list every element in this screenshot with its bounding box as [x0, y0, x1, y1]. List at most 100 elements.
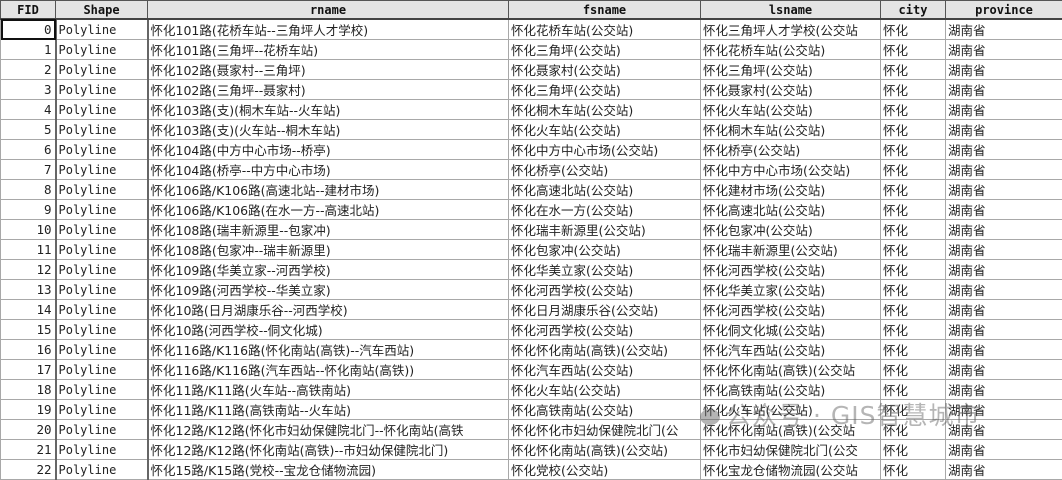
cell-fid[interactable]: 3: [1, 80, 56, 100]
cell-province[interactable]: 湖南省: [946, 200, 1062, 220]
cell-rname[interactable]: 怀化116路/K116路(汽车西站--怀化南站(高铁)): [148, 360, 509, 380]
cell-province[interactable]: 湖南省: [946, 180, 1062, 200]
cell-fsname[interactable]: 怀化高速北站(公交站): [509, 180, 701, 200]
cell-shape[interactable]: Polyline: [56, 60, 148, 80]
cell-city[interactable]: 怀化: [881, 400, 946, 420]
cell-lsname[interactable]: 怀化桥亭(公交站): [701, 140, 881, 160]
cell-lsname[interactable]: 怀化宝龙仓储物流园(公交站: [701, 460, 881, 480]
cell-lsname[interactable]: 怀化火车站(公交站): [701, 100, 881, 120]
cell-shape[interactable]: Polyline: [56, 400, 148, 420]
cell-fid[interactable]: 7: [1, 160, 56, 180]
cell-city[interactable]: 怀化: [881, 220, 946, 240]
cell-province[interactable]: 湖南省: [946, 380, 1062, 400]
cell-rname[interactable]: 怀化106路/K106路(高速北站--建材市场): [148, 180, 509, 200]
cell-lsname[interactable]: 怀化高速北站(公交站): [701, 200, 881, 220]
cell-fsname[interactable]: 怀化怀化市妇幼保健院北门(公: [509, 420, 701, 440]
cell-fid[interactable]: 10: [1, 220, 56, 240]
cell-shape[interactable]: Polyline: [56, 19, 148, 40]
cell-province[interactable]: 湖南省: [946, 460, 1062, 480]
cell-rname[interactable]: 怀化108路(瑞丰新源里--包家冲): [148, 220, 509, 240]
cell-shape[interactable]: Polyline: [56, 460, 148, 480]
cell-fsname[interactable]: 怀化三角坪(公交站): [509, 80, 701, 100]
cell-shape[interactable]: Polyline: [56, 280, 148, 300]
cell-city[interactable]: 怀化: [881, 340, 946, 360]
cell-shape[interactable]: Polyline: [56, 100, 148, 120]
cell-rname[interactable]: 怀化12路/K12路(怀化市妇幼保健院北门--怀化南站(高铁: [148, 420, 509, 440]
cell-city[interactable]: 怀化: [881, 40, 946, 60]
cell-city[interactable]: 怀化: [881, 280, 946, 300]
cell-province[interactable]: 湖南省: [946, 100, 1062, 120]
cell-province[interactable]: 湖南省: [946, 60, 1062, 80]
cell-fsname[interactable]: 怀化高铁南站(公交站): [509, 400, 701, 420]
cell-city[interactable]: 怀化: [881, 240, 946, 260]
cell-fid[interactable]: 15: [1, 320, 56, 340]
cell-city[interactable]: 怀化: [881, 200, 946, 220]
cell-shape[interactable]: Polyline: [56, 40, 148, 60]
cell-city[interactable]: 怀化: [881, 60, 946, 80]
cell-fsname[interactable]: 怀化花桥车站(公交站): [509, 19, 701, 40]
cell-shape[interactable]: Polyline: [56, 240, 148, 260]
cell-fid[interactable]: 5: [1, 120, 56, 140]
cell-province[interactable]: 湖南省: [946, 240, 1062, 260]
cell-fsname[interactable]: 怀化中方中心市场(公交站): [509, 140, 701, 160]
cell-fsname[interactable]: 怀化河西学校(公交站): [509, 320, 701, 340]
cell-rname[interactable]: 怀化103路(支)(火车站--桐木车站): [148, 120, 509, 140]
cell-fsname[interactable]: 怀化汽车西站(公交站): [509, 360, 701, 380]
cell-city[interactable]: 怀化: [881, 180, 946, 200]
cell-fsname[interactable]: 怀化火车站(公交站): [509, 120, 701, 140]
cell-city[interactable]: 怀化: [881, 360, 946, 380]
cell-lsname[interactable]: 怀化建材市场(公交站): [701, 180, 881, 200]
cell-fsname[interactable]: 怀化包家冲(公交站): [509, 240, 701, 260]
cell-fid[interactable]: 12: [1, 260, 56, 280]
cell-shape[interactable]: Polyline: [56, 200, 148, 220]
cell-province[interactable]: 湖南省: [946, 420, 1062, 440]
cell-city[interactable]: 怀化: [881, 320, 946, 340]
cell-shape[interactable]: Polyline: [56, 260, 148, 280]
cell-fsname[interactable]: 怀化瑞丰新源里(公交站): [509, 220, 701, 240]
cell-fid[interactable]: 16: [1, 340, 56, 360]
cell-fid[interactable]: 8: [1, 180, 56, 200]
cell-province[interactable]: 湖南省: [946, 80, 1062, 100]
cell-shape[interactable]: Polyline: [56, 340, 148, 360]
cell-lsname[interactable]: 怀化火车站(公交站): [701, 400, 881, 420]
cell-rname[interactable]: 怀化109路(华美立家--河西学校): [148, 260, 509, 280]
cell-province[interactable]: 湖南省: [946, 400, 1062, 420]
cell-fid[interactable]: 6: [1, 140, 56, 160]
cell-city[interactable]: 怀化: [881, 300, 946, 320]
column-header-city[interactable]: city: [881, 1, 946, 20]
cell-fid[interactable]: 1: [1, 40, 56, 60]
cell-fid[interactable]: 14: [1, 300, 56, 320]
cell-lsname[interactable]: 怀化三角坪(公交站): [701, 60, 881, 80]
cell-shape[interactable]: Polyline: [56, 380, 148, 400]
cell-rname[interactable]: 怀化101路(三角坪--花桥车站): [148, 40, 509, 60]
cell-lsname[interactable]: 怀化中方中心市场(公交站): [701, 160, 881, 180]
cell-shape[interactable]: Polyline: [56, 220, 148, 240]
cell-rname[interactable]: 怀化116路/K116路(怀化南站(高铁)--汽车西站): [148, 340, 509, 360]
cell-province[interactable]: 湖南省: [946, 140, 1062, 160]
cell-shape[interactable]: Polyline: [56, 80, 148, 100]
column-header-province[interactable]: province: [946, 1, 1062, 20]
cell-city[interactable]: 怀化: [881, 380, 946, 400]
cell-province[interactable]: 湖南省: [946, 320, 1062, 340]
cell-lsname[interactable]: 怀化聂家村(公交站): [701, 80, 881, 100]
cell-shape[interactable]: Polyline: [56, 420, 148, 440]
cell-rname[interactable]: 怀化15路/K15路(党校--宝龙仓储物流园): [148, 460, 509, 480]
cell-lsname[interactable]: 怀化三角坪人才学校(公交站: [701, 19, 881, 40]
cell-fid[interactable]: 2: [1, 60, 56, 80]
cell-fsname[interactable]: 怀化三角坪(公交站): [509, 40, 701, 60]
cell-fsname[interactable]: 怀化河西学校(公交站): [509, 280, 701, 300]
column-header-shape[interactable]: Shape: [56, 1, 148, 20]
cell-shape[interactable]: Polyline: [56, 320, 148, 340]
cell-shape[interactable]: Polyline: [56, 300, 148, 320]
cell-fsname[interactable]: 怀化聂家村(公交站): [509, 60, 701, 80]
cell-rname[interactable]: 怀化103路(支)(桐木车站--火车站): [148, 100, 509, 120]
cell-province[interactable]: 湖南省: [946, 220, 1062, 240]
cell-rname[interactable]: 怀化102路(三角坪--聂家村): [148, 80, 509, 100]
cell-fsname[interactable]: 怀化日月湖康乐谷(公交站): [509, 300, 701, 320]
